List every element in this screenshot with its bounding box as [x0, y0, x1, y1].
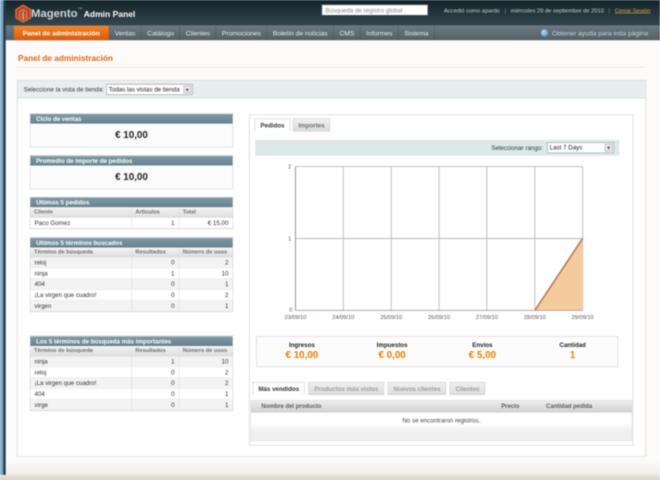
- svg-text:29/09/10: 29/09/10: [572, 315, 594, 321]
- svg-text:28/09/10: 28/09/10: [524, 315, 546, 321]
- svg-text:25/09/10: 25/09/10: [380, 315, 402, 321]
- svg-text:24/09/10: 24/09/10: [332, 315, 354, 321]
- svg-text:2: 2: [288, 165, 291, 171]
- svg-text:1: 1: [288, 237, 291, 243]
- svg-text:27/09/10: 27/09/10: [476, 315, 498, 321]
- svg-text:26/09/10: 26/09/10: [428, 315, 450, 321]
- svg-text:0: 0: [289, 307, 292, 313]
- svg-text:23/09/10: 23/09/10: [284, 315, 306, 321]
